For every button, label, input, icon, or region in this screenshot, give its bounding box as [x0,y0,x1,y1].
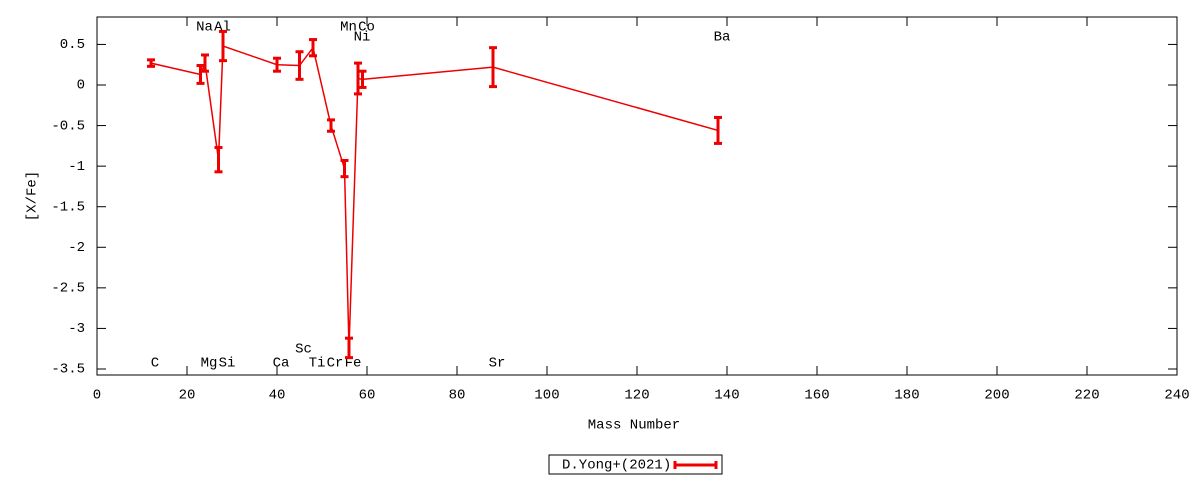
element-label: Si [219,356,236,372]
x-tick-label: 120 [624,388,649,404]
element-label: C [151,356,159,372]
y-tick-label: 0.5 [60,37,85,53]
x-tick-label: 200 [984,388,1009,404]
element-label: Sr [489,356,506,372]
x-tick-label: 80 [449,388,466,404]
element-label: Mn [340,20,357,36]
error-bar [327,118,335,133]
error-bar [340,158,349,179]
y-tick-label: -0.5 [51,118,85,134]
error-bar [358,69,367,89]
x-tick-label: 20 [179,388,196,404]
y-tick-label: -2 [68,240,85,256]
x-tick-label: 240 [1164,388,1189,404]
element-label: Ni [354,30,371,46]
element-label: Sc [295,342,312,358]
error-bar [147,58,155,68]
series-line [150,45,719,348]
y-tick-label: -1 [68,159,85,175]
element-label: Mg [201,356,218,372]
error-bar [309,38,317,58]
error-bar [196,64,205,85]
x-tick-label: 60 [359,388,376,404]
element-label: Ti [309,356,326,372]
x-tick-label: 140 [714,388,739,404]
x-axis-label: Mass Number [588,418,680,434]
plot-frame [96,16,1178,376]
error-bar [489,46,497,89]
y-tick-label: -1.5 [51,199,85,215]
y-tick-label: -3.5 [51,362,85,378]
element-label: Cr [327,356,344,372]
element-label: Co [358,20,375,36]
y-tick-label: 0 [77,78,85,94]
element-label: Na [196,20,213,36]
x-tick-label: 40 [269,388,286,404]
x-tick-label: 180 [894,388,919,404]
element-label: Ba [714,30,731,46]
x-tick-label: 100 [534,388,559,404]
y-tick-label: -2.5 [51,281,85,297]
y-axis-label: [X/Fe] [25,171,41,221]
x-tick-label: 160 [804,388,829,404]
error-bar [201,53,209,73]
element-label: Ca [273,356,290,372]
error-bar [219,29,227,63]
legend-label: D.Yong+(2021) [562,458,671,474]
element-label: Fe [345,356,362,372]
x-tick-label: 220 [1074,388,1099,404]
error-bar [214,145,223,174]
error-bar [273,56,281,73]
legend-box [548,454,723,475]
error-bar [714,115,722,145]
y-tick-label: -3 [68,321,85,337]
error-bar [354,61,362,96]
error-bar [345,336,353,360]
error-bar [295,50,304,81]
x-tick-label: 0 [93,388,101,404]
